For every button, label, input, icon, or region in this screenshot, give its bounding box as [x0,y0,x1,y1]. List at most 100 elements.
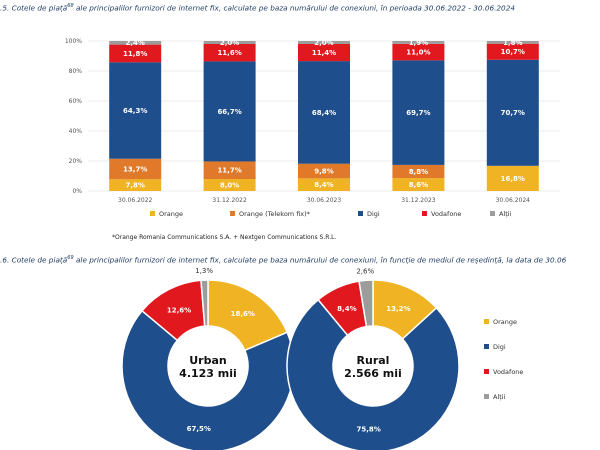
donut-center-value: 4.123 mii [179,367,237,380]
bar-segment-altii [486,41,539,44]
footnote: *Orange Romania Communications S.A. + Ne… [112,234,337,241]
legend-swatch-orange [150,211,155,216]
legend-swatch-altii [490,211,495,216]
y-tick-label: 80% [69,68,83,75]
bar-segment-digi [392,60,445,165]
donut-legend-label: Alții [493,393,506,402]
donut-center-title: Rural [357,354,390,367]
data-label: 11,0% [406,49,430,57]
legend-swatch-orange_telekom [230,211,235,216]
data-label: 68,4% [312,109,336,117]
bar-segment-orange_telekom [109,158,162,180]
slice-label: 67,5% [187,425,211,433]
legend-label: Digi [367,210,380,218]
data-label: 66,7% [217,108,241,116]
caption2-footnote-ref: 69 [67,255,74,261]
bar-segment-altii [392,41,445,44]
bar-segment-orange [392,178,445,191]
donut-legend-label: Orange [493,318,517,326]
bar-segment-altii [203,41,256,44]
legend-label: Vodafone [431,210,461,218]
data-label: 2,0% [314,39,333,47]
data-label: 70,7% [501,109,525,117]
donut-center-title: Urban [189,354,227,367]
data-label: 7,8% [125,182,144,190]
slice-label: 12,6% [167,307,191,315]
donut-legend-swatch-vodafone [484,369,489,374]
donut2-slice-digi [286,298,460,450]
bar-segment-altii [109,41,162,45]
slice-label: 75,8% [357,425,381,433]
data-label: 13,7% [123,165,147,173]
donut-legend-label: Vodafone [493,368,523,376]
y-tick-label: 40% [69,128,83,135]
data-label: 8,4% [314,181,333,189]
data-label: 1,8% [503,39,522,47]
bar-segment-vodafone [298,44,350,62]
donut-legend-swatch-digi [484,344,489,349]
data-label: 9,8% [314,167,333,175]
caption1-prefix: .5. Cotele de piață [0,3,68,13]
chart2-caption: .6. Cotele de piață69 ale principalilor … [0,255,600,264]
bar-segment-orange [486,165,539,191]
x-tick-label: 31.12.2022 [212,197,247,204]
x-tick-label: 30.06.2022 [118,197,153,204]
data-label: 11,6% [217,49,241,57]
y-tick-label: 100% [65,38,82,45]
data-label: 64,3% [123,107,147,115]
x-tick-label: 30.06.2024 [496,197,531,204]
slice-label: 2,6% [356,267,374,275]
data-label: 8,0% [220,181,239,189]
bar-segment-orange_telekom [298,163,350,179]
y-tick-label: 0% [72,188,82,195]
bar-segment-vodafone [486,43,539,60]
bar-segment-digi [298,61,350,164]
bar-segment-orange [203,179,256,191]
data-label: 10,7% [501,48,525,56]
slice-label: 13,2% [386,305,410,313]
bar-segment-digi [486,59,539,166]
data-label: 8,6% [409,181,428,189]
data-label: 11,4% [312,49,336,57]
data-label: 8,8% [409,168,428,176]
slice-label: 8,4% [337,305,356,313]
bar-segment-digi [203,61,256,162]
bar-segment-orange [109,179,162,191]
bar-segment-vodafone [109,44,162,63]
legend-label: Orange (Telekom fix)* [239,210,311,218]
y-tick-label: 60% [69,98,83,105]
data-label: 16,8% [501,175,525,183]
caption1-footnote-ref: 68 [67,3,74,9]
bar-segment-orange [298,178,350,191]
y-tick-label: 20% [69,158,83,165]
bar-segment-orange_telekom [203,161,256,179]
slice-label: 1,3% [195,267,213,275]
data-label: 69,7% [406,109,430,117]
chart1-caption: .5. Cotele de piață68 ale principalilor … [0,3,600,12]
caption1-text: ale principalilor furnizori de internet … [73,3,515,13]
data-label: 2,0% [220,39,239,47]
data-label: 1,9% [409,39,428,47]
x-tick-label: 31.12.2023 [401,197,436,204]
slice-label: 18,6% [231,310,255,318]
donut-legend-swatch-altii [484,394,489,399]
legend-swatch-vodafone [422,211,427,216]
donut2-slice-altii [358,279,374,328]
donut-legend-label: Digi [493,343,506,351]
data-label: 11,8% [123,50,147,58]
caption2-text: ale principalilor furnizori de internet … [73,255,567,265]
bar-segment-orange_telekom [392,164,445,179]
legend-swatch-digi [358,211,363,216]
x-tick-label: 30.06.2023 [307,197,342,204]
donut1-slice-orange [207,279,289,352]
donut-center-value: 2.566 mii [344,367,402,380]
legend-label: Orange [159,210,183,218]
donut1-slice-altii [200,279,209,327]
bar-segment-digi [109,62,162,159]
caption2-prefix: .6. Cotele de piață [0,255,68,265]
bar-segment-altii [298,41,350,44]
donut1-slice-digi [121,309,295,450]
bar-segment-vodafone [203,44,256,62]
data-label: 2,4% [125,39,144,47]
